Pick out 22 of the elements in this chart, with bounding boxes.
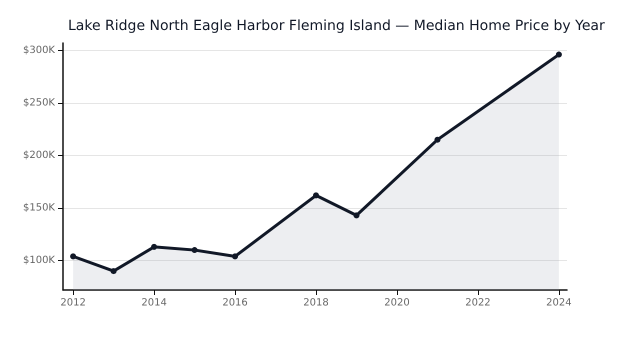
x-tick-label: 2016 xyxy=(222,298,248,308)
x-tick-label: 2014 xyxy=(141,298,167,308)
y-tick-label: $250K xyxy=(22,97,56,108)
x-tick-label: 2018 xyxy=(303,298,329,308)
point xyxy=(110,268,117,274)
point xyxy=(354,212,360,218)
y-tick-label: $200K xyxy=(22,150,56,161)
chart-title: Lake Ridge North Eagle Harbor Fleming Island — Median Home Price by Year xyxy=(68,18,606,34)
y-tick-label: $150K xyxy=(22,202,56,214)
point xyxy=(232,253,238,260)
point xyxy=(313,192,320,198)
point xyxy=(556,52,562,58)
x-tick-label: 2022 xyxy=(465,298,491,308)
point xyxy=(192,247,198,254)
x-tick-label: 2024 xyxy=(546,298,572,308)
point xyxy=(434,136,440,143)
point xyxy=(70,253,76,260)
point xyxy=(151,244,158,250)
y-tick-label: $300K xyxy=(22,44,56,56)
x-tick-label: 2012 xyxy=(60,298,86,308)
y-tick-label: $100K xyxy=(22,255,56,266)
x-tick-label: 2020 xyxy=(384,298,410,308)
